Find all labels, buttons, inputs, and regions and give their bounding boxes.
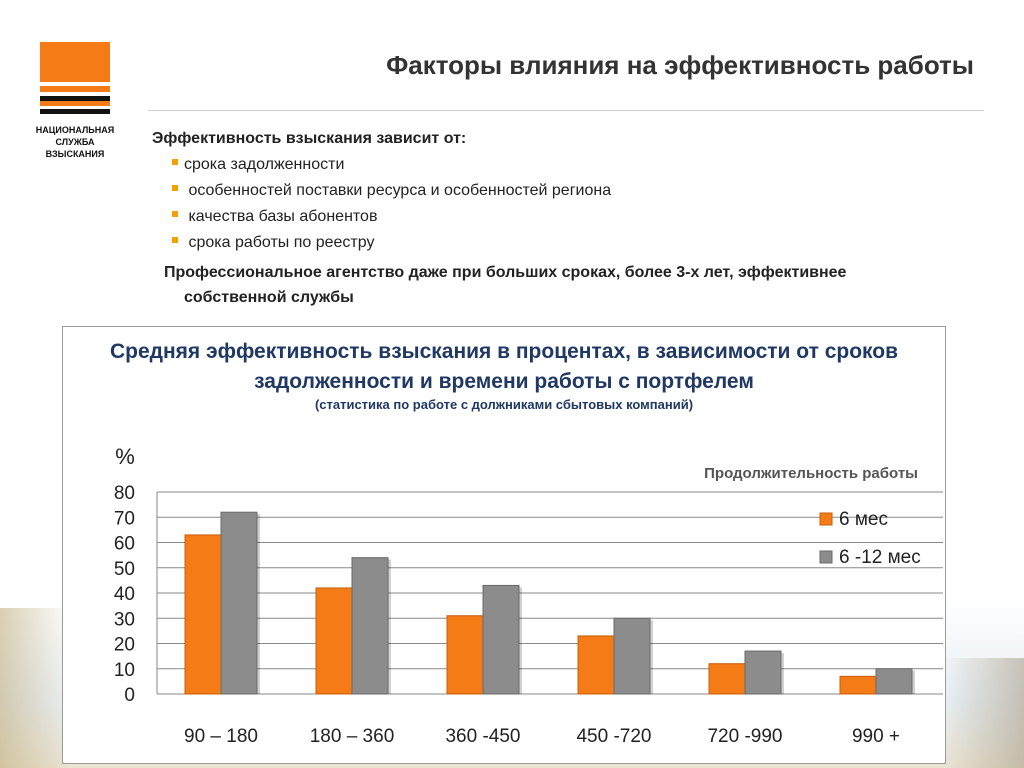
factor-item-label: срока работы по реестру	[184, 234, 375, 251]
bullet-square-icon	[172, 185, 178, 191]
bar	[708, 663, 746, 695]
y-tick-label: 60	[114, 534, 135, 555]
bar	[220, 511, 258, 695]
factor-item: срока задолженности	[152, 152, 972, 178]
conclusion-line: собственной службы	[184, 289, 354, 306]
x-tick-label: 990 +	[852, 726, 900, 747]
y-tick-label: 0	[124, 685, 135, 706]
chart-panel: Средняя эффективность взыскания в процен…	[62, 326, 946, 764]
background-right-image	[944, 658, 1024, 768]
logo-square	[40, 42, 110, 82]
bar	[315, 587, 353, 695]
y-tick-label: 80	[114, 483, 135, 504]
factor-item: особенностей поставки ресурса и особенно…	[152, 178, 972, 204]
y-tick-label: 20	[114, 635, 135, 656]
factor-item: срока работы по реестру	[152, 230, 972, 256]
bar	[613, 617, 651, 695]
x-tick-label: 90 – 180	[184, 726, 258, 747]
legend-title: Продолжительность работы	[704, 465, 918, 482]
factors-list: срока задолженности особенностей поставк…	[152, 152, 972, 256]
bar	[577, 635, 615, 695]
bar	[446, 615, 484, 695]
factor-item: качества базы абонентов	[152, 204, 972, 230]
logo-stripe	[40, 96, 110, 106]
y-tick-label: 10	[114, 660, 135, 681]
bullet-square-icon	[172, 211, 178, 217]
factors-lead: Эффективность взыскания зависит от:	[152, 130, 467, 147]
y-axis-label: %	[115, 444, 135, 469]
bullet-square-icon	[172, 237, 178, 243]
conclusion-text: Профессиональное агентство даже при боль…	[164, 260, 972, 310]
y-tick-label: 50	[114, 559, 135, 580]
legend-swatch	[819, 550, 833, 564]
chart-title-line: задолженности и времени работы с портфел…	[254, 370, 754, 393]
title-divider	[148, 110, 984, 111]
x-tick-label: 360 -450	[445, 726, 520, 747]
bar	[184, 534, 222, 695]
bar-chart: % 0 10 20 30 40 50 60 70 80 90 – 180 180 – 360 360 -…	[114, 444, 943, 747]
factor-item-label: качества базы абонентов	[184, 208, 378, 225]
chart-subtitle: (статистика по работе с должниками сбыто…	[314, 397, 694, 412]
chart-title-line: Средняя эффективность взыскания в процен…	[109, 340, 899, 363]
x-tick-label: 180 – 360	[310, 726, 395, 747]
y-tick-label: 30	[114, 609, 135, 630]
page-title: Факторы влияния на эффективность работы	[386, 50, 974, 80]
logo-stripe	[40, 109, 110, 114]
bar	[744, 650, 782, 695]
x-tick-label: 450 -720	[576, 726, 651, 747]
bar	[482, 584, 520, 695]
company-logo: НАЦИОНАЛЬНАЯ СЛУЖБА ВЗЫСКАНИЯ	[32, 42, 118, 160]
factor-item-label: особенностей поставки ресурса и особенно…	[184, 182, 612, 199]
x-tick-label: 720 -990	[707, 726, 782, 747]
bar	[351, 557, 389, 695]
logo-stripe	[40, 86, 110, 92]
bullet-square-icon	[172, 159, 178, 165]
conclusion-line: Профессиональное агентство даже при боль…	[164, 264, 847, 281]
legend-entry: 6 мес	[839, 509, 888, 530]
y-tick-label: 40	[114, 584, 135, 605]
bar	[839, 675, 877, 695]
legend-swatch	[819, 512, 833, 526]
bar	[875, 668, 913, 695]
chart-title: Средняя эффективность взыскания в процен…	[63, 337, 945, 397]
factors-text: Эффективность взыскания зависит от: срок…	[152, 126, 972, 310]
background-left-image	[0, 608, 70, 768]
factor-item-label: срока задолженности	[184, 156, 345, 173]
y-tick-label: 70	[114, 508, 135, 529]
logo-name: НАЦИОНАЛЬНАЯ СЛУЖБА ВЗЫСКАНИЯ	[35, 125, 115, 159]
legend-entry: 6 -12 мес	[839, 547, 921, 568]
